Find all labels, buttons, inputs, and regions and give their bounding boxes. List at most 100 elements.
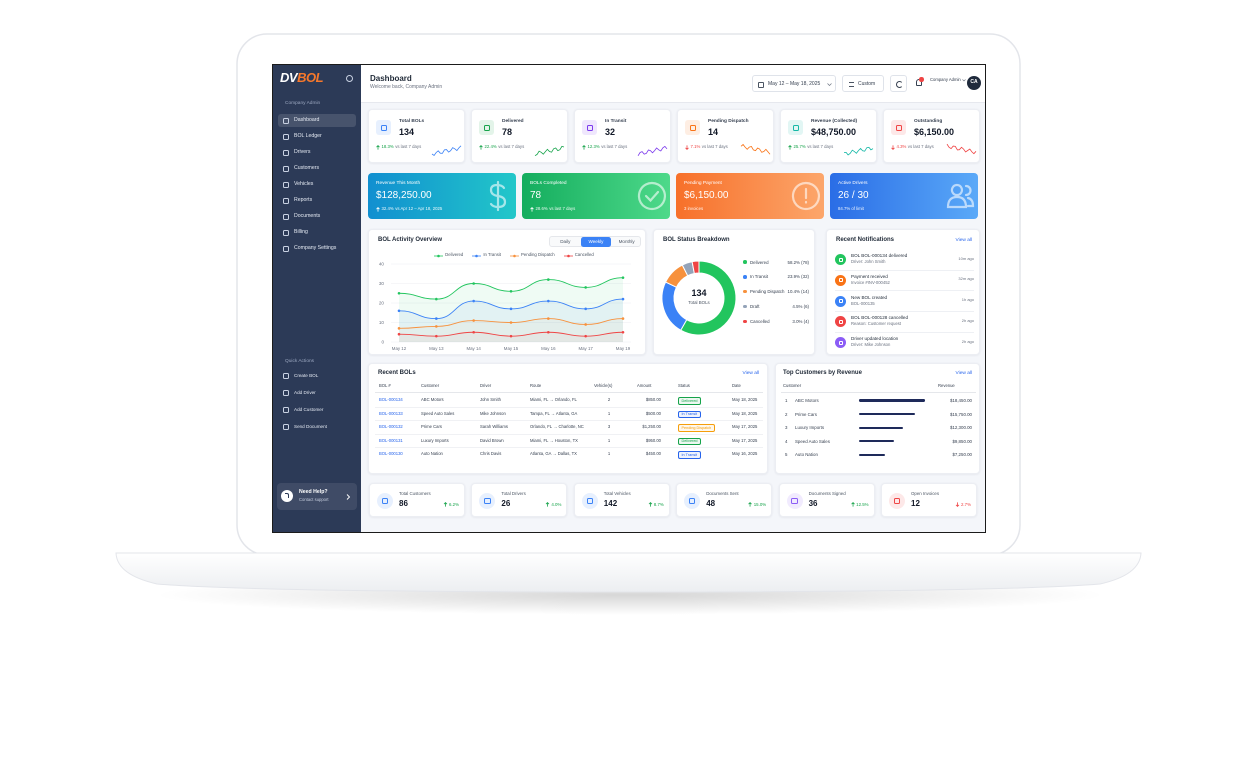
data-point (547, 317, 550, 320)
legend-item: Pending Dispatch (510, 252, 555, 259)
donut-segment (661, 281, 688, 331)
nav-item[interactable]: Billing (278, 226, 356, 239)
status-badge: In Transit (678, 451, 701, 459)
nav-item[interactable]: Dashboard (278, 114, 356, 127)
stat-label: Outstanding (914, 119, 943, 124)
legend-dot (743, 260, 747, 264)
total-value: 36 (808, 499, 818, 508)
tab[interactable]: Monthly (618, 239, 635, 244)
nav-item[interactable]: Reports (278, 194, 356, 207)
bol-link[interactable]: BOL-000132 (379, 424, 403, 430)
icon (685, 120, 700, 135)
nav-item[interactable]: Documents (278, 210, 356, 223)
legend-dot (743, 289, 747, 294)
arrow-icon (891, 145, 895, 150)
data-point (472, 299, 475, 303)
refresh-button[interactable] (890, 75, 907, 92)
legend-key (563, 254, 573, 257)
stat-value: $6,150.00 (914, 127, 955, 137)
quick-action[interactable]: Add Customer (278, 404, 356, 416)
legend-value: 23.9% (32) (787, 274, 809, 280)
table-cell: Mike Johnson (480, 410, 506, 416)
total-label: Documents Signed (808, 491, 846, 496)
donut-chart (661, 260, 737, 336)
bol-link[interactable]: BOL-000130 (379, 451, 403, 457)
table-cell: May 16, 2025 (732, 451, 758, 457)
nav-item[interactable]: BOL Ledger (278, 130, 356, 143)
custom-button[interactable]: Custom (842, 75, 884, 92)
tab-group: Daily Weekly Monthly (549, 236, 641, 247)
notification-title[interactable]: BOL BOL-000134 delivered (851, 253, 908, 258)
nav-item[interactable]: Vehicles (278, 178, 356, 191)
change-period: vs last 7 days (807, 144, 834, 150)
data-point (547, 330, 550, 334)
column-header: Revenue (938, 383, 955, 388)
trend-arrow (788, 145, 792, 150)
notification-title[interactable]: New BOL created (851, 294, 888, 300)
revenue-value: $9,850.00 (952, 438, 972, 444)
nav-item[interactable]: Customers (278, 162, 356, 175)
total-value: 86 (399, 499, 408, 508)
trend-arrow (891, 145, 895, 150)
sparkline (637, 145, 668, 157)
customer-name: ABC Motors (795, 398, 819, 403)
revenue-value: $7,250.00 (952, 452, 972, 458)
collapse-button[interactable] (346, 75, 353, 82)
table-cell: 1 (607, 437, 611, 443)
highlight-card: Revenue This Month $128,250.00 32.4% vs Apr… (368, 173, 516, 219)
notification-glyph (838, 319, 843, 324)
table-cell: $450.00 (645, 451, 661, 457)
icon (479, 120, 494, 135)
data-point (397, 327, 401, 330)
quick-action[interactable]: Create BOL (278, 370, 356, 382)
bol-link[interactable]: BOL-000133 (379, 410, 403, 416)
avatar[interactable]: CA (967, 76, 981, 90)
column-header: Date (732, 383, 741, 388)
quick-action-label: Create BOL (294, 373, 319, 379)
y-tick-label: 20 (379, 301, 385, 306)
bol-link[interactable]: BOL-000131 (379, 437, 403, 443)
total-value: 48 (706, 499, 716, 508)
stat-change: 4.3% vs last 7 days (891, 144, 934, 150)
x-tick-label: May 17 (578, 346, 593, 351)
notification-title[interactable]: BOL BOL-000128 cancelled (851, 315, 909, 321)
view-all-link[interactable]: View all (742, 370, 759, 376)
quick-action[interactable]: Add Driver (278, 387, 356, 399)
legend-item: In Transit (472, 252, 501, 259)
total-label: Total Customers (399, 491, 431, 496)
trend-arrow (376, 207, 380, 212)
legend-dot (743, 275, 747, 279)
highlight-value: $128,250.00 (376, 190, 432, 201)
icon-glyph (380, 124, 387, 131)
nav-icon (283, 133, 289, 140)
notification-title[interactable]: Payment received (851, 273, 888, 279)
stat-label: Revenue (Collected) (811, 119, 858, 124)
trend-arrow (376, 145, 380, 150)
view-all-link[interactable]: View all (955, 237, 972, 243)
sparkline (534, 145, 565, 157)
date-range-button[interactable]: May 12 – May 18, 2025 (752, 75, 836, 92)
user-menu[interactable]: Company Admin (930, 77, 966, 83)
data-point (584, 286, 587, 289)
icon-glyph (381, 497, 389, 505)
x-tick-label: May 12 (392, 346, 407, 351)
table-cell: $500.00 (645, 410, 661, 416)
change-value: 2.7% (960, 502, 971, 507)
tab[interactable]: Daily (560, 239, 571, 244)
nav-item[interactable]: Drivers (278, 146, 356, 159)
sparkline-line (431, 145, 462, 157)
notification-title[interactable]: Driver updated location (851, 336, 899, 342)
header-divider (375, 392, 763, 393)
notification-glyph (838, 299, 843, 304)
refresh-icon (896, 81, 903, 88)
help-box[interactable]: Need Help? Contact support (277, 483, 357, 510)
notification-bell[interactable] (914, 77, 924, 89)
nav-item[interactable]: Company Settings (278, 242, 356, 255)
bol-link[interactable]: BOL-000134 (379, 397, 403, 402)
tab[interactable]: Weekly (580, 237, 612, 247)
quick-action[interactable]: Send Document (278, 421, 356, 433)
total-card: Documents Sent 48 15.0% (676, 483, 773, 517)
table-cell: May 17, 2025 (732, 437, 758, 443)
notification-glyph (838, 278, 843, 283)
view-all-link[interactable]: View all (955, 370, 972, 376)
